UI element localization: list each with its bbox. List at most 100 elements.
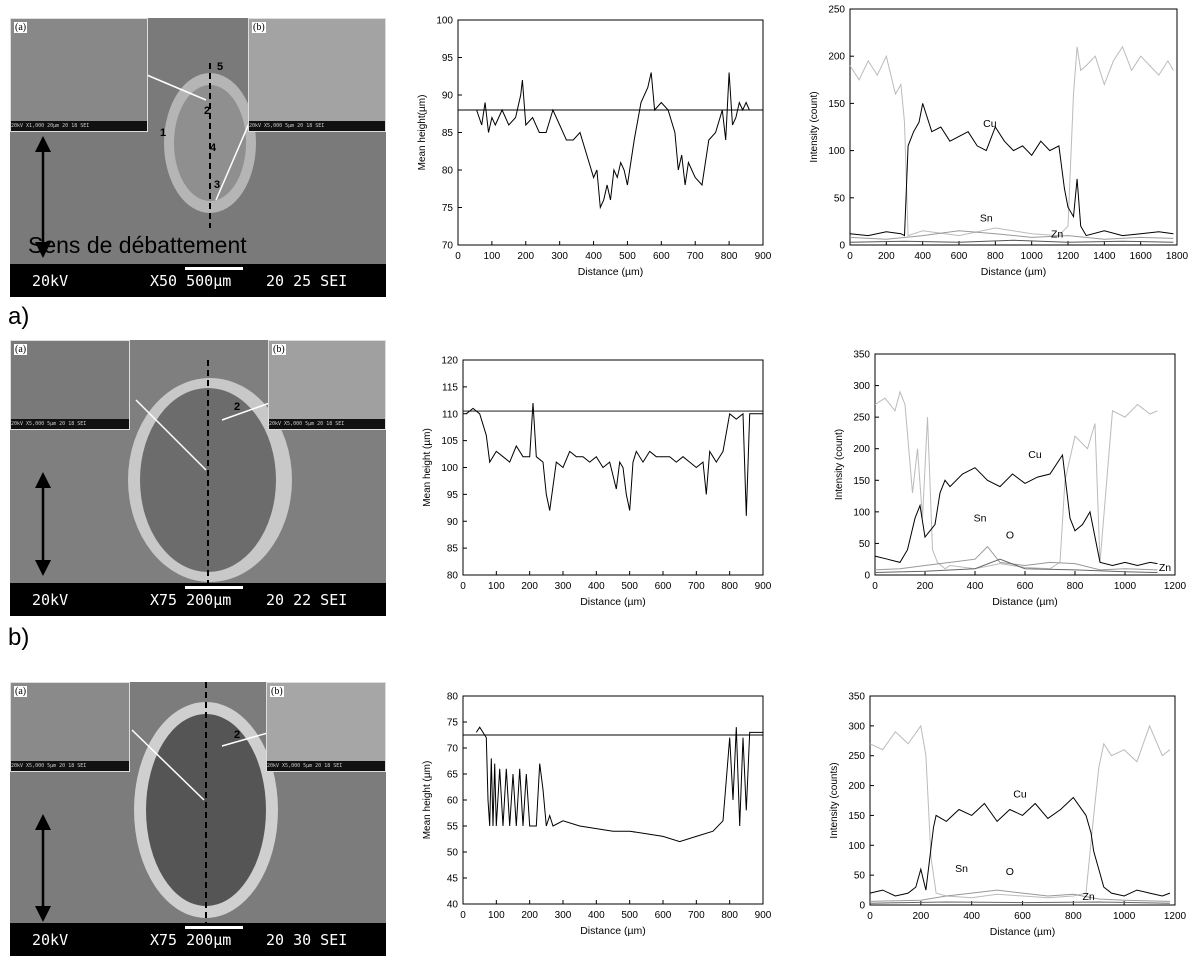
y-tick-label: 0 <box>839 241 845 252</box>
x-tick-label: 300 <box>551 251 568 262</box>
y-tick-label: 100 <box>853 507 870 518</box>
x-tick-label: 300 <box>555 581 572 592</box>
y-tick-label: 300 <box>853 381 870 392</box>
scale-bar <box>185 267 243 270</box>
x-tick-label: 1000 <box>1113 911 1136 922</box>
y-tick-label: 80 <box>447 692 459 703</box>
y-tick-label: 100 <box>441 463 458 474</box>
sem-magnification: X75 200µm <box>150 591 231 609</box>
y-axis-label: Mean height (µm) <box>422 761 433 840</box>
inset-scale-strip: 20kV X5,000 5µm 20 18 SEI <box>267 761 385 771</box>
y-tick-label: 250 <box>828 5 845 16</box>
y-tick-label: 200 <box>853 444 870 455</box>
y-tick-label: 250 <box>853 413 870 424</box>
y-tick-label: 0 <box>864 571 870 582</box>
y-axis-label: Mean height (µm) <box>422 428 433 507</box>
y-tick-label: 50 <box>834 193 846 204</box>
x-tick-label: 500 <box>621 910 638 921</box>
x-tick-label: 600 <box>655 581 672 592</box>
x-tick-label: 500 <box>619 251 636 262</box>
panel-label-b: b) <box>8 624 29 652</box>
panel-label-a: a) <box>8 303 29 331</box>
x-axis-label: Distance (µm) <box>990 926 1056 938</box>
x-tick-label: 800 <box>987 251 1004 262</box>
y-tick-label: 350 <box>853 350 870 361</box>
x-tick-label: 400 <box>967 581 984 592</box>
inset-tag: (a) <box>14 344 27 355</box>
x-tick-label: 200 <box>521 910 538 921</box>
series-label: Sn <box>974 512 987 524</box>
inset-scale-strip: 20kV X5,000 5µm 20 18 SEI <box>11 761 129 771</box>
inset-scale-strip: 20kV X5,000 5µm 20 18 SEI <box>11 419 129 429</box>
y-tick-label: 50 <box>859 539 871 550</box>
sem-voltage: 20kV <box>32 591 68 609</box>
y-tick-label: 95 <box>442 53 454 64</box>
point-label: 2 <box>234 729 240 741</box>
x-axis-label: Distance (µm) <box>992 596 1058 608</box>
series-line <box>850 240 1173 242</box>
x-tick-label: 400 <box>585 251 602 262</box>
y-tick-label: 150 <box>853 476 870 487</box>
sem-image-b: 2 (a) 20kV X5,000 5µm 20 18 SEI (b) 20kV… <box>10 340 386 616</box>
x-tick-label: 800 <box>1065 911 1082 922</box>
y-tick-label: 55 <box>447 822 459 833</box>
point-label: 3 <box>214 179 220 191</box>
series-label: O <box>1006 866 1014 878</box>
point-label: 2 <box>204 105 210 117</box>
x-tick-label: 200 <box>521 581 538 592</box>
sem-image-id: 20 25 SEI <box>266 272 347 290</box>
x-tick-label: 200 <box>917 581 934 592</box>
inset-scale-strip: 20kV X5,000 5µm 20 18 SEI <box>249 121 385 131</box>
x-tick-label: 200 <box>517 251 534 262</box>
sem-inset-b: (b) 20kV X5,000 5µm 20 18 SEI <box>268 340 386 430</box>
x-tick-label: 900 <box>755 251 772 262</box>
plot-frame <box>875 354 1175 575</box>
sem-inset-b: (b) 20kV X5,000 5µm 20 18 SEI <box>266 682 386 772</box>
x-tick-label: 600 <box>1014 911 1031 922</box>
y-tick-label: 200 <box>828 52 845 63</box>
x-tick-label: 700 <box>687 251 704 262</box>
sem-inset-a: (a) 20kV X5,000 5µm 20 18 SEI <box>10 340 130 430</box>
y-tick-label: 0 <box>859 901 865 912</box>
inset-scale-strip: 20kV X5,000 5µm 20 18 SEI <box>269 419 385 429</box>
y-tick-label: 110 <box>442 409 458 420</box>
x-axis-label: Distance (µm) <box>580 596 646 608</box>
y-tick-label: 45 <box>447 874 459 885</box>
series-line <box>875 392 1158 569</box>
point-label: 2 <box>234 401 240 413</box>
y-tick-label: 75 <box>442 203 454 214</box>
sem-info-bar: 20kV X75 200µm 20 30 SEI <box>10 923 386 956</box>
x-tick-label: 400 <box>914 251 931 262</box>
x-tick-label: 0 <box>460 910 466 921</box>
series-label: Sn <box>980 212 993 224</box>
intensity-chart-c: 0 200 400 600 800 1000 12000501001502002503003… <box>820 683 1180 955</box>
y-tick-label: 70 <box>442 241 454 252</box>
sem-image-id: 20 30 SEI <box>266 931 347 949</box>
y-tick-label: 85 <box>447 544 459 555</box>
y-tick-label: 105 <box>441 436 458 447</box>
series-line <box>870 902 1170 903</box>
x-tick-label: 1000 <box>1021 251 1044 262</box>
y-tick-label: 250 <box>848 751 865 762</box>
x-tick-label: 100 <box>488 910 505 921</box>
series-label: Cu <box>983 118 997 130</box>
y-tick-label: 100 <box>436 16 453 27</box>
sem-voltage: 20kV <box>32 272 68 290</box>
y-axis-label: Intensity (count) <box>834 429 845 500</box>
x-tick-label: 900 <box>755 910 772 921</box>
y-tick-label: 90 <box>442 91 454 102</box>
y-axis-label: Mean height(µm) <box>417 95 428 171</box>
inset-tag: (b) <box>270 686 284 697</box>
series-line <box>466 403 763 516</box>
x-tick-label: 600 <box>653 251 670 262</box>
sem-inset-b: (b) 20kV X5,000 5µm 20 18 SEI <box>248 18 386 132</box>
x-tick-label: 0 <box>867 911 873 922</box>
sem-image-c: 2 (a) 20kV X5,000 5µm 20 18 SEI (b) 20kV… <box>10 682 386 956</box>
y-axis-label: Intensity (count) <box>809 91 820 162</box>
series-label: O <box>1006 529 1014 541</box>
series-label: Zn <box>1159 562 1171 574</box>
height-profile-chart-b: 0 100 200 300 400 500 600 700 800 900 80 85 90 95 100 1… <box>408 345 768 625</box>
x-tick-label: 1200 <box>1164 581 1187 592</box>
y-tick-label: 80 <box>442 166 454 177</box>
direction-text: Sens de débattement <box>28 232 247 259</box>
